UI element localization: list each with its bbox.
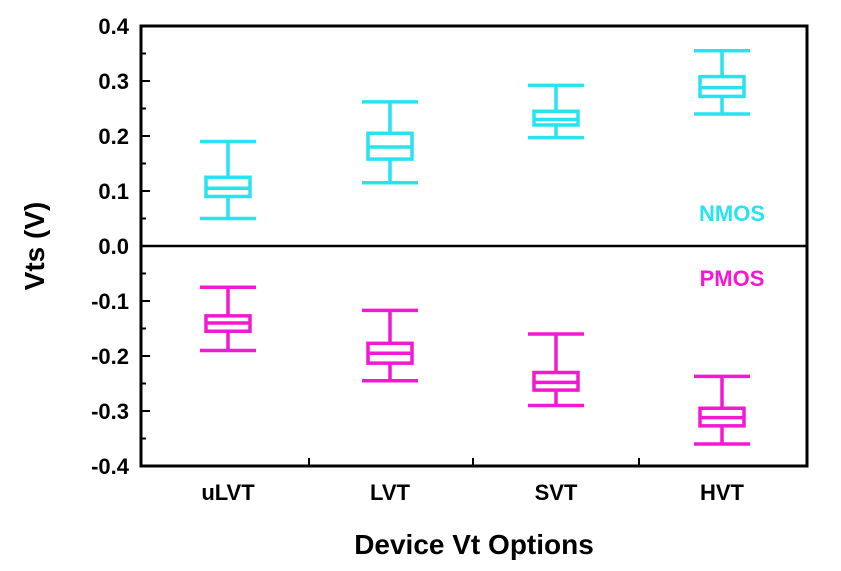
y-axis-title: Vts (V) (19, 202, 50, 291)
y-tick-label: 0.3 (98, 69, 129, 94)
box-nmos-ulvt (200, 139, 256, 221)
y-axis: 0.4 0.3 0.2 0.1 0.0 -0.1 -0.2 -0.3 -0.4 (91, 14, 150, 479)
y-tick-label: -0.4 (91, 454, 130, 479)
box-nmos-hvt (694, 49, 750, 116)
series-label-nmos: NMOS (699, 201, 765, 226)
box-pmos-ulvt (200, 285, 256, 353)
box-pmos-svt (528, 332, 584, 408)
box-pmos-hvt (694, 374, 750, 446)
box-pmos-lvt (362, 308, 418, 383)
box-nmos-svt (528, 83, 584, 140)
x-category-label: uLVT (201, 480, 255, 505)
series-labels: NMOS PMOS (699, 201, 765, 291)
y-tick-label: 0.2 (98, 124, 129, 149)
y-tick-label: -0.1 (91, 289, 129, 314)
box-series (200, 49, 750, 446)
x-category-label: HVT (700, 480, 745, 505)
y-tick-label: -0.2 (91, 344, 129, 369)
x-category-label: LVT (370, 480, 410, 505)
y-tick-label: 0.4 (98, 14, 129, 39)
x-axis: uLVT LVT SVT HVT (201, 458, 745, 505)
x-axis-title: Device Vt Options (354, 529, 594, 560)
y-tick-label: -0.3 (91, 399, 129, 424)
series-label-pmos: PMOS (700, 266, 765, 291)
x-category-label: SVT (535, 480, 578, 505)
y-tick-label: 0.1 (98, 179, 129, 204)
y-tick-label: 0.0 (98, 234, 129, 259)
box-nmos-lvt (362, 100, 418, 185)
